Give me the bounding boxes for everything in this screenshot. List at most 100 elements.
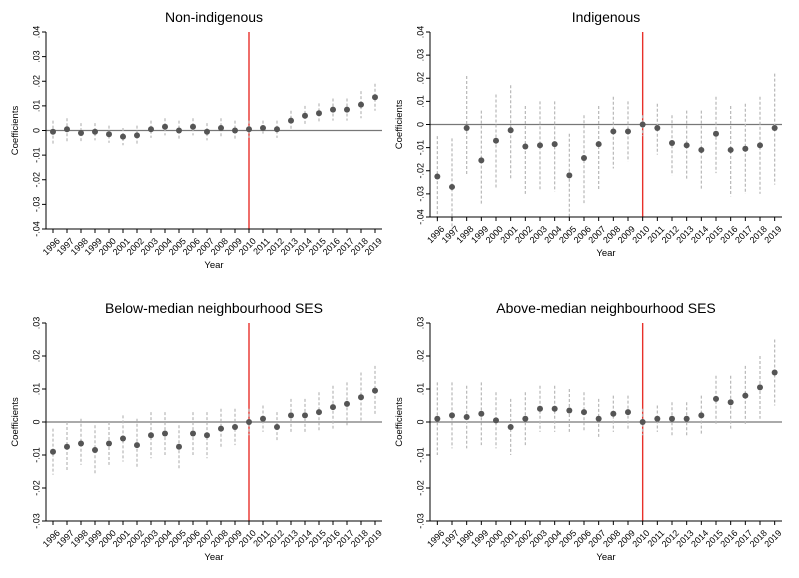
data-point — [260, 125, 266, 132]
data-point — [742, 145, 749, 152]
y-tick-label: 0 — [415, 122, 425, 127]
data-point — [218, 425, 224, 432]
data-point — [478, 410, 485, 417]
y-axis-title: Coefficients — [394, 397, 405, 447]
y-tick-label: .02 — [31, 350, 41, 363]
data-point — [50, 448, 56, 455]
data-point — [610, 128, 617, 135]
data-point — [654, 415, 661, 422]
data-point — [537, 142, 543, 149]
y-tick-label: .02 — [31, 75, 41, 88]
data-point — [316, 409, 322, 416]
data-point — [288, 412, 294, 419]
y-tick-label: .04 — [415, 26, 425, 39]
data-point — [771, 369, 778, 376]
y-tick-label: -.03 — [415, 513, 425, 529]
data-point — [493, 417, 499, 424]
data-point — [204, 432, 210, 439]
y-tick-label: 0 — [31, 419, 41, 424]
y-tick-label: 0 — [415, 419, 425, 424]
data-point — [358, 101, 364, 108]
y-tick-label: -.02 — [31, 480, 41, 496]
data-point — [274, 126, 280, 133]
data-point — [610, 410, 617, 417]
y-axis-title: Coefficients — [10, 106, 21, 156]
data-point — [757, 384, 763, 391]
panel-above-median-ses: Above-median neighbourhood SES .03 .02 .01 0… — [394, 300, 784, 563]
data-point — [566, 407, 573, 414]
data-point — [493, 137, 499, 144]
data-point — [330, 106, 336, 113]
data-point — [302, 412, 308, 419]
data-point — [625, 409, 631, 416]
data-point — [190, 430, 196, 437]
data-point — [204, 128, 210, 135]
data-point — [162, 123, 168, 130]
data-point — [683, 142, 690, 149]
data-point — [344, 400, 350, 407]
data-point — [581, 155, 587, 162]
data-point — [698, 412, 705, 419]
y-tick-label: .03 — [415, 317, 425, 330]
y-tick-label: -.02 — [415, 163, 425, 179]
data-point — [78, 440, 84, 447]
data-point — [771, 124, 778, 131]
data-point — [120, 133, 126, 140]
data-point — [463, 124, 470, 131]
data-point — [134, 442, 140, 449]
y-tick-label: 0 — [31, 128, 41, 133]
data-point — [551, 405, 558, 412]
data-point — [330, 404, 336, 411]
data-point — [260, 415, 266, 422]
y-tick-label: -.03 — [31, 197, 41, 213]
data-point — [246, 419, 252, 425]
data-point — [190, 123, 196, 130]
data-point — [50, 128, 56, 135]
panel-title: Above-median neighbourhood SES — [496, 300, 716, 316]
data-point — [727, 146, 734, 153]
data-point — [316, 110, 322, 117]
data-point — [566, 172, 573, 179]
y-tick-label: .02 — [415, 72, 425, 85]
data-point — [358, 394, 364, 401]
data-point — [478, 157, 485, 164]
data-point — [232, 127, 238, 134]
y-tick-label: .04 — [31, 26, 41, 39]
data-point — [522, 415, 529, 422]
data-point — [434, 173, 441, 180]
data-point — [639, 419, 646, 425]
data-point — [274, 423, 280, 430]
data-point — [106, 440, 112, 447]
data-point — [581, 409, 587, 416]
y-tick-label: .01 — [415, 383, 425, 396]
y-tick-label: .03 — [31, 50, 41, 63]
data-point — [148, 432, 154, 439]
data-point — [698, 146, 705, 153]
data-point — [713, 395, 719, 402]
data-point — [639, 121, 646, 128]
data-point — [372, 387, 378, 394]
x-tick-label: 2019 — [762, 224, 783, 245]
data-point — [449, 183, 455, 190]
y-tick-label: -.04 — [31, 221, 41, 237]
data-point — [288, 117, 294, 124]
x-axis-title: Year — [596, 552, 615, 563]
y-tick-label: -.01 — [31, 147, 41, 163]
y-tick-label: .02 — [415, 350, 425, 363]
data-point — [162, 430, 168, 437]
data-point — [757, 142, 763, 149]
data-point — [742, 392, 749, 399]
data-point — [683, 415, 690, 422]
data-point — [92, 447, 98, 454]
y-tick-label: -.02 — [415, 480, 425, 496]
data-point — [372, 94, 378, 101]
data-point — [595, 415, 602, 422]
y-tick-label: -.03 — [415, 186, 425, 202]
x-axis-title: Year — [204, 552, 223, 563]
x-tick-label: 2019 — [762, 528, 783, 549]
data-point — [232, 423, 238, 430]
data-point — [92, 128, 98, 135]
y-tick-label: .01 — [415, 95, 425, 108]
panel-non-indigenous: Non-indigenous .04 .03 .02 .01 0 -.01 -.02 -.03 -… — [10, 9, 384, 271]
